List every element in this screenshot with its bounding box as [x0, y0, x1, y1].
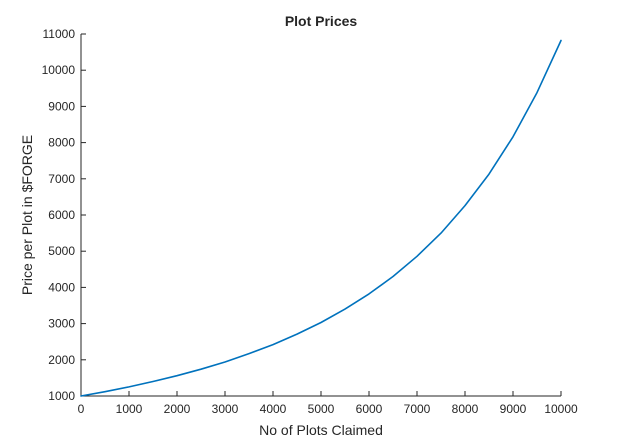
y-tick-label: 10000 — [42, 63, 76, 77]
x-tick-label: 0 — [78, 402, 85, 416]
y-axis-label: Price per Plot in $FORGE — [19, 135, 35, 295]
x-axis-ticks: 0 1000 2000 3000 4000 5000 6000 7000 8000 9000 100… — [78, 391, 578, 416]
x-tick-label: 10000 — [544, 402, 578, 416]
y-tick-label: 1000 — [48, 389, 75, 403]
y-tick-label: 4000 — [48, 280, 75, 294]
series-line-0 — [80, 39, 562, 397]
chart-title: Plot Prices — [285, 13, 358, 29]
y-tick-label: 6000 — [48, 208, 75, 222]
y-tick-label: 3000 — [48, 317, 75, 331]
x-tick-label: 3000 — [212, 402, 239, 416]
x-tick-label: 6000 — [356, 402, 383, 416]
x-tick-label: 7000 — [404, 402, 431, 416]
x-tick-label: 4000 — [260, 402, 287, 416]
x-axis-label: No of Plots Claimed — [259, 422, 383, 438]
x-tick-label: 8000 — [452, 402, 479, 416]
y-tick-label: 7000 — [48, 172, 75, 186]
y-tick-label: 2000 — [48, 353, 75, 367]
x-tick-label: 5000 — [308, 402, 335, 416]
x-tick-label: 9000 — [500, 402, 527, 416]
y-tick-label: 11000 — [43, 27, 76, 41]
y-axis-ticks: 1000 2000 3000 4000 5000 6000 7000 8000 9000 1000… — [42, 27, 86, 403]
x-tick-label: 1000 — [116, 402, 143, 416]
x-tick-label: 2000 — [164, 402, 191, 416]
plot-frame — [80, 34, 561, 397]
series-group — [80, 39, 562, 397]
y-tick-label: 8000 — [48, 136, 75, 150]
y-tick-label: 5000 — [48, 244, 75, 258]
y-tick-label: 9000 — [48, 99, 75, 113]
